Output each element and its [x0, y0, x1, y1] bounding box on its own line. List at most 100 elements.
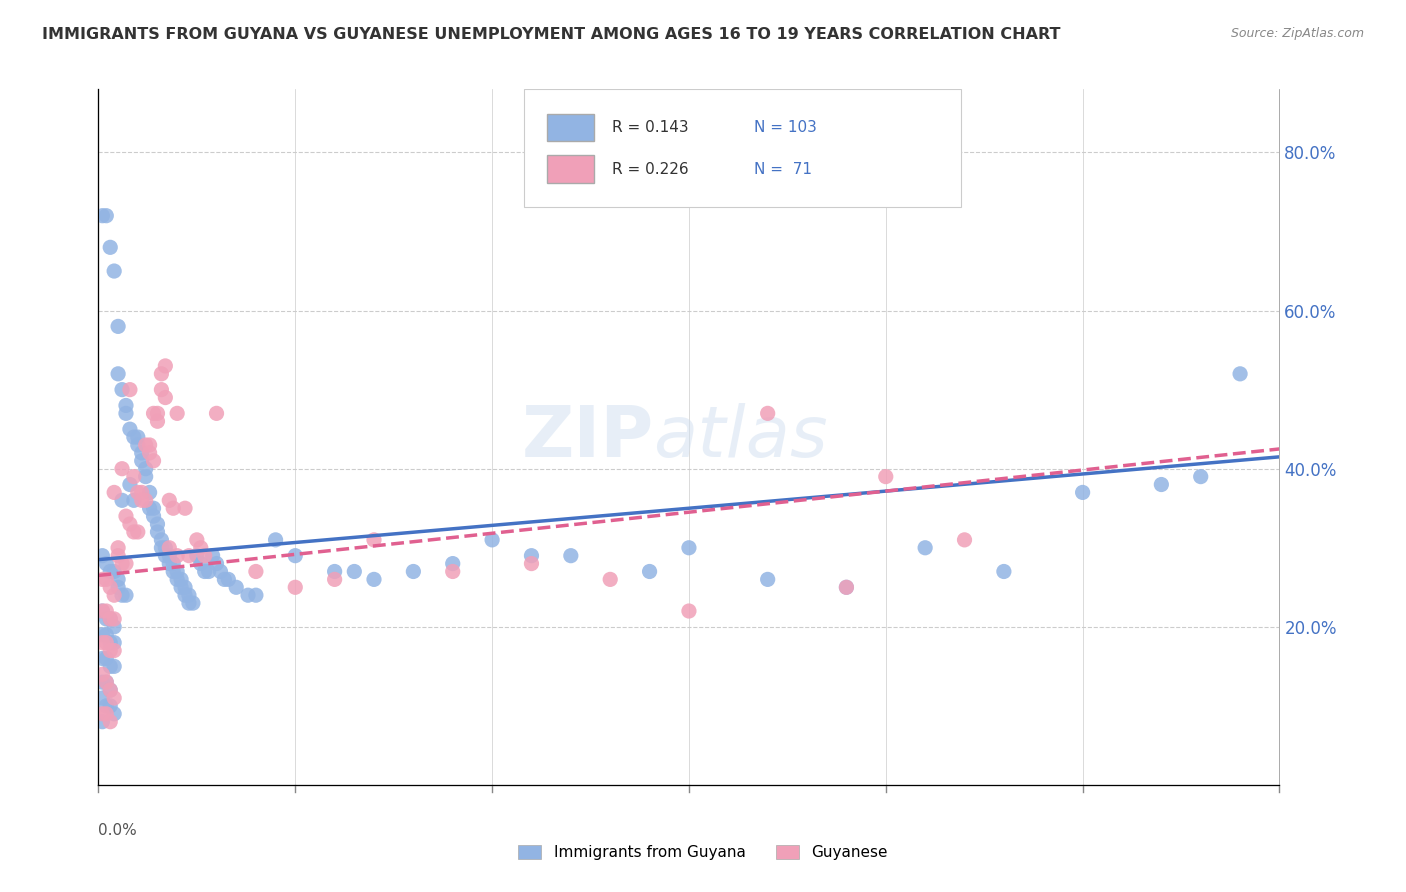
Point: [107, 367, 129, 381]
Text: ZIP: ZIP: [522, 402, 654, 472]
Point: [166, 549, 188, 563]
Point: [1071, 485, 1094, 500]
Point: [91, 549, 114, 563]
Point: [98, 714, 121, 729]
Text: R = 0.143: R = 0.143: [612, 120, 689, 135]
FancyBboxPatch shape: [547, 113, 595, 141]
Point: [103, 588, 125, 602]
Point: [150, 533, 173, 547]
Point: [197, 565, 219, 579]
Point: [170, 580, 193, 594]
Point: [157, 557, 180, 571]
Point: [107, 549, 129, 563]
Point: [103, 690, 125, 705]
Point: [186, 549, 208, 563]
Point: [91, 628, 114, 642]
Point: [194, 565, 217, 579]
Point: [155, 541, 177, 555]
Point: [520, 549, 543, 563]
Point: [166, 565, 188, 579]
Point: [103, 706, 125, 721]
Point: [111, 588, 134, 602]
Point: [363, 533, 385, 547]
Point: [170, 573, 193, 587]
Point: [103, 612, 125, 626]
Point: [138, 485, 160, 500]
Point: [98, 683, 121, 698]
Point: [98, 698, 121, 713]
Point: [363, 573, 385, 587]
Point: [138, 501, 160, 516]
Point: [103, 635, 125, 649]
Point: [138, 438, 160, 452]
Point: [127, 485, 149, 500]
Text: R = 0.226: R = 0.226: [612, 161, 689, 177]
Point: [111, 557, 134, 571]
Point: [245, 565, 267, 579]
Point: [142, 509, 165, 524]
Point: [131, 493, 153, 508]
Point: [135, 493, 157, 508]
Point: [96, 604, 118, 618]
Point: [214, 573, 236, 587]
Point: [115, 406, 138, 420]
Text: IMMIGRANTS FROM GUYANA VS GUYANESE UNEMPLOYMENT AMONG AGES 16 TO 19 YEARS CORREL: IMMIGRANTS FROM GUYANA VS GUYANESE UNEMP…: [42, 27, 1060, 42]
Point: [111, 461, 134, 475]
Point: [177, 596, 200, 610]
Point: [205, 557, 228, 571]
Point: [520, 557, 543, 571]
Point: [98, 612, 121, 626]
Point: [155, 359, 177, 373]
Point: [284, 549, 307, 563]
Point: [127, 430, 149, 444]
Point: [96, 635, 118, 649]
Point: [756, 406, 779, 420]
Point: [96, 651, 118, 665]
Text: atlas: atlas: [654, 402, 828, 472]
Point: [678, 541, 700, 555]
Point: [146, 406, 169, 420]
Point: [1189, 469, 1212, 483]
Point: [441, 557, 464, 571]
Point: [157, 493, 180, 508]
Point: [236, 588, 259, 602]
Point: [131, 446, 153, 460]
Point: [115, 588, 138, 602]
Point: [135, 461, 157, 475]
Point: [131, 454, 153, 468]
Point: [98, 612, 121, 626]
Point: [103, 620, 125, 634]
Point: [127, 438, 149, 452]
Point: [91, 706, 114, 721]
Point: [560, 549, 582, 563]
Point: [225, 580, 247, 594]
Point: [107, 573, 129, 587]
Point: [131, 485, 153, 500]
Point: [115, 399, 138, 413]
Point: [155, 391, 177, 405]
Point: [264, 533, 287, 547]
Point: [914, 541, 936, 555]
Point: [756, 573, 779, 587]
Point: [166, 406, 188, 420]
Text: 0.0%: 0.0%: [98, 823, 138, 838]
Point: [98, 635, 121, 649]
Point: [103, 643, 125, 657]
Point: [835, 580, 858, 594]
Point: [96, 573, 118, 587]
Point: [96, 557, 118, 571]
Point: [155, 549, 177, 563]
Point: [103, 264, 125, 278]
Point: [190, 541, 212, 555]
Point: [953, 533, 976, 547]
Point: [122, 524, 145, 539]
Point: [150, 383, 173, 397]
Point: [107, 319, 129, 334]
Point: [150, 541, 173, 555]
Point: [174, 501, 197, 516]
Point: [142, 501, 165, 516]
Point: [441, 565, 464, 579]
Point: [166, 573, 188, 587]
Point: [205, 406, 228, 420]
Point: [157, 541, 180, 555]
